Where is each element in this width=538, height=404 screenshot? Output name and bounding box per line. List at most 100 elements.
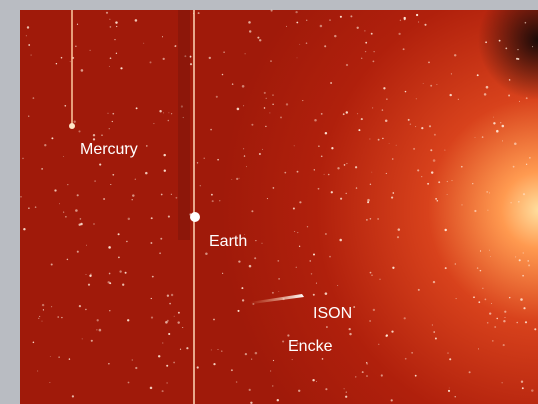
star <box>525 321 527 323</box>
star <box>372 107 373 108</box>
star <box>526 97 528 99</box>
star <box>242 299 244 301</box>
star <box>264 107 265 108</box>
star <box>236 381 238 383</box>
star <box>169 303 171 305</box>
star <box>151 298 152 299</box>
star <box>64 105 66 107</box>
star <box>519 259 521 261</box>
star <box>135 179 136 180</box>
star <box>174 45 176 47</box>
star <box>505 317 506 318</box>
star <box>272 94 274 96</box>
star <box>74 121 76 123</box>
star <box>355 166 357 168</box>
star <box>447 194 448 195</box>
star <box>115 21 117 23</box>
star <box>444 150 445 151</box>
star <box>344 164 346 166</box>
star <box>65 216 67 218</box>
star <box>343 113 345 115</box>
star <box>262 149 263 150</box>
star <box>404 18 406 20</box>
star <box>173 362 175 364</box>
star <box>349 333 351 335</box>
star <box>329 19 330 20</box>
star <box>447 353 448 354</box>
star <box>118 233 120 235</box>
star <box>132 199 133 200</box>
star <box>353 306 355 308</box>
star <box>371 172 372 173</box>
star <box>516 322 518 324</box>
star <box>528 264 530 266</box>
star <box>171 294 173 296</box>
star <box>325 388 327 390</box>
star <box>168 112 169 113</box>
star <box>366 363 367 364</box>
star <box>448 390 450 392</box>
star <box>370 272 372 274</box>
star <box>415 375 417 377</box>
star <box>451 180 452 181</box>
star <box>331 191 333 193</box>
star <box>127 319 129 321</box>
streak-dark <box>178 10 190 240</box>
star <box>458 99 459 100</box>
star <box>324 45 326 47</box>
star <box>243 148 244 149</box>
star <box>445 267 447 269</box>
star <box>364 30 365 31</box>
star <box>435 338 437 340</box>
star <box>430 149 432 151</box>
star <box>382 109 383 110</box>
star <box>108 246 111 249</box>
star <box>389 143 390 144</box>
star <box>455 263 456 264</box>
star <box>282 340 284 342</box>
star <box>75 209 78 212</box>
star <box>391 330 393 332</box>
star <box>369 320 371 322</box>
star <box>365 51 366 52</box>
star <box>265 126 266 127</box>
star <box>518 201 520 203</box>
star <box>502 125 505 128</box>
star <box>489 192 490 193</box>
star <box>361 58 362 59</box>
star <box>28 116 29 117</box>
star <box>222 74 224 76</box>
star <box>70 61 71 62</box>
star <box>325 132 327 134</box>
star <box>366 362 367 363</box>
star <box>67 184 68 185</box>
star <box>162 343 163 344</box>
star <box>236 178 238 180</box>
star <box>116 53 117 54</box>
star <box>314 119 317 122</box>
star <box>451 73 452 74</box>
star <box>269 112 270 113</box>
star <box>126 241 127 242</box>
image: Mercury Earth ISON Encke <box>0 0 538 404</box>
star <box>135 19 138 22</box>
star <box>239 178 240 179</box>
star <box>41 321 42 322</box>
star <box>231 369 233 371</box>
star <box>150 387 153 390</box>
star <box>99 164 101 166</box>
star <box>491 303 492 304</box>
label: Encke <box>288 338 333 355</box>
star <box>168 216 170 218</box>
star <box>221 351 222 352</box>
earth <box>190 212 200 222</box>
star <box>365 42 367 44</box>
star <box>163 112 164 113</box>
star <box>480 270 482 272</box>
star <box>272 104 273 105</box>
star <box>434 134 436 136</box>
star <box>49 382 50 383</box>
star <box>251 124 253 126</box>
star <box>429 125 431 127</box>
star <box>20 196 22 198</box>
